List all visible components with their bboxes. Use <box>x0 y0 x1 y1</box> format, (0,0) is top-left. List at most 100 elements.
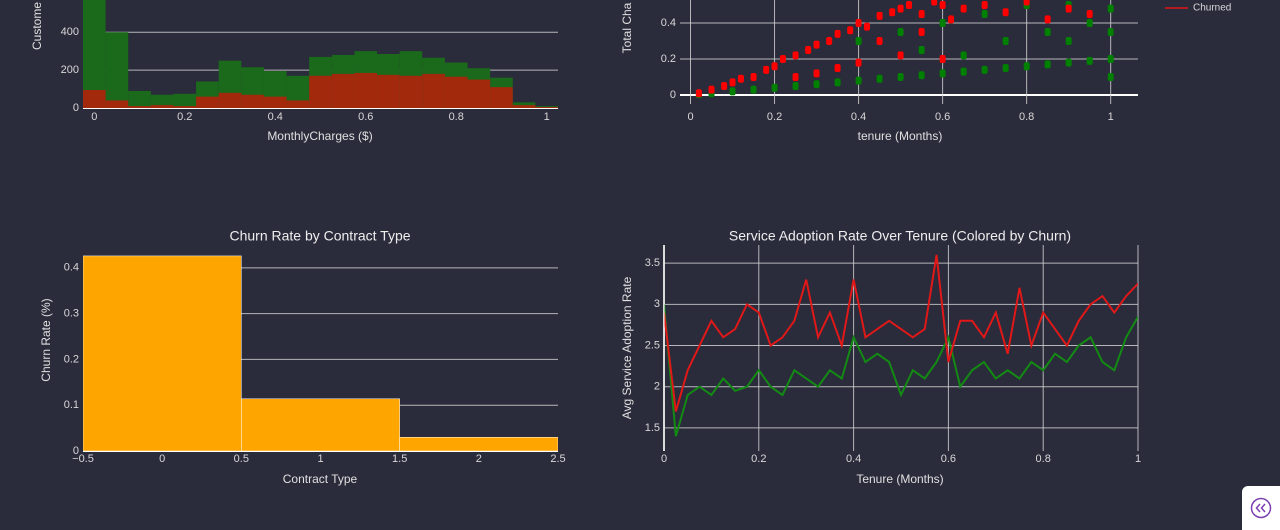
histogram-bar <box>241 94 264 108</box>
scatter-point <box>939 1 946 10</box>
histogram-bar <box>331 73 355 108</box>
histogram-bar <box>309 75 332 108</box>
scatter-point <box>855 19 862 28</box>
scatter-point <box>1107 73 1114 82</box>
x-tick-label: 0.6 <box>358 111 373 123</box>
x-tick-label: 0.6 <box>941 453 956 465</box>
histogram-bar <box>150 94 174 108</box>
y-tick-label: 0.3 <box>64 308 79 320</box>
x-tick-label: 0.8 <box>1019 111 1034 123</box>
scatter-point <box>771 62 778 71</box>
x-tick-label: 0 <box>661 453 667 465</box>
x-axis-title: Contract Type <box>283 472 358 486</box>
x-tick-label: 0.2 <box>751 453 766 465</box>
x-axis-title: tenure (Months) <box>858 129 943 143</box>
x-tick-label: 0.8 <box>449 111 464 123</box>
y-tick-label: 0 <box>73 445 79 457</box>
x-tick-label: 0.2 <box>177 111 192 123</box>
subplot: 1.5 2 2.5 3 3.5 0 0.2 0.4 0.6 0.8 1 Service Adoptio… <box>620 228 1141 486</box>
y-tick-label: 200 <box>61 64 79 76</box>
y-tick-label: 0.2 <box>661 53 676 65</box>
chart-title: Service Adoption Rate Over Tenure (Color… <box>729 228 1071 244</box>
y-axis-title: Churn Rate (%) <box>39 298 53 381</box>
histogram-bar <box>422 73 445 108</box>
collapse-icon <box>1250 497 1272 519</box>
histogram-bar <box>286 100 310 108</box>
x-tick-label: 1 <box>1108 111 1114 123</box>
scatter-point <box>1023 62 1030 71</box>
x-tick-label: 0.4 <box>268 111 283 123</box>
scatter-point <box>855 58 862 67</box>
y-tick-label: 0 <box>73 102 79 114</box>
x-tick-label: 0.8 <box>1036 453 1051 465</box>
scatter-point <box>948 15 955 24</box>
x-tick-label: 1 <box>544 111 550 123</box>
scatter-point <box>1086 10 1093 19</box>
scatter-point <box>779 55 786 64</box>
scatter-point <box>792 82 799 91</box>
y-axis-title: Total Cha <box>620 2 634 53</box>
scatter-point <box>897 4 904 13</box>
scatter-point <box>1107 55 1114 64</box>
scatter-point <box>960 4 967 13</box>
scatter-point <box>1023 0 1030 6</box>
x-tick-label: 0.6 <box>935 111 950 123</box>
histogram-bar <box>128 90 151 108</box>
plot-area <box>664 254 1138 437</box>
y-tick-label: 3 <box>654 298 660 310</box>
scatter-point <box>792 51 799 60</box>
histogram-bar <box>535 107 558 108</box>
histogram-bar <box>467 79 491 108</box>
scatter-point <box>855 37 862 46</box>
histogram-bar <box>196 96 219 108</box>
subplot: 0 200 400 0 0.2 0.4 0.6 0.8 1 MonthlyCharges ($) C… <box>30 0 558 143</box>
y-tick-label: 400 <box>61 26 79 38</box>
y-tick-label: 0 <box>670 89 676 101</box>
scatter-point <box>708 85 715 94</box>
x-tick-label: 0 <box>91 111 97 123</box>
line-series <box>664 254 1138 412</box>
scatter-point <box>1044 60 1051 69</box>
scatter-point <box>750 73 757 82</box>
bar <box>399 437 558 451</box>
scatter-point <box>855 76 862 85</box>
x-axis-title: MonthlyCharges ($) <box>267 129 372 143</box>
histogram-bar <box>218 92 242 108</box>
scatter-point <box>939 55 946 64</box>
scatter-point <box>939 19 946 28</box>
x-tick-label: 1 <box>317 453 323 465</box>
scatter-point <box>847 26 854 35</box>
x-tick-label: 0.4 <box>846 453 861 465</box>
scatter-point <box>960 51 967 60</box>
histogram-bar <box>150 105 174 108</box>
histogram-bar <box>399 75 423 108</box>
y-axis-title: Custome <box>30 2 44 50</box>
subplot: 0 0.2 0.4 0 0.2 0.4 0.6 0.8 1 tenure (Months) Tota… <box>620 0 1138 143</box>
scatter-point <box>771 83 778 92</box>
scatter-point <box>729 87 736 96</box>
y-tick-label: 3.5 <box>645 257 660 269</box>
bar <box>241 398 400 451</box>
collapse-button[interactable] <box>1242 486 1280 530</box>
scatter-point <box>960 67 967 76</box>
scatter-point <box>1086 56 1093 65</box>
histogram-bar <box>173 106 197 108</box>
scatter-point <box>876 11 883 20</box>
scatter-point <box>918 71 925 80</box>
scatter-point <box>931 0 938 6</box>
scatter-point <box>897 28 904 37</box>
scatter-point <box>813 80 820 89</box>
scatter-point <box>805 46 812 55</box>
scatter-point <box>1107 28 1114 37</box>
scatter-point <box>1065 4 1072 13</box>
scatter-point <box>1044 15 1051 24</box>
x-tick-label: −0.5 <box>72 453 94 465</box>
x-tick-label: 0.2 <box>767 111 782 123</box>
line-series <box>664 304 1138 437</box>
y-tick-label: 0.4 <box>64 262 79 274</box>
x-tick-label: 0 <box>159 453 165 465</box>
histogram-bar <box>535 106 558 108</box>
scatter-point <box>981 65 988 74</box>
y-tick-label: 0.1 <box>64 399 79 411</box>
y-tick-label: 0.4 <box>661 17 676 29</box>
